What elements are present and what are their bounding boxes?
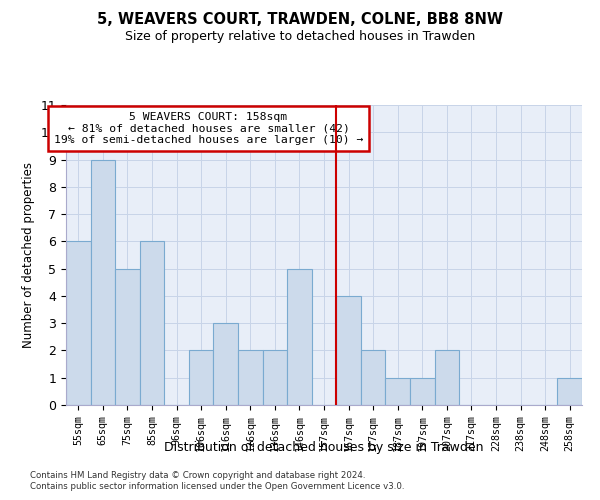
Bar (385, 378, 410, 405)
Bar (410, 378, 434, 405)
Text: Contains HM Land Registry data © Crown copyright and database right 2024.: Contains HM Land Registry data © Crown c… (30, 471, 365, 480)
Text: Distribution of detached houses by size in Trawden: Distribution of detached houses by size … (164, 441, 484, 454)
Text: 5, WEAVERS COURT, TRAWDEN, COLNE, BB8 8NW: 5, WEAVERS COURT, TRAWDEN, COLNE, BB8 8N… (97, 12, 503, 28)
Bar (434, 350, 459, 405)
Bar (238, 350, 263, 405)
Bar (115, 268, 140, 405)
Y-axis label: Number of detached properties: Number of detached properties (22, 162, 35, 348)
Bar (557, 378, 582, 405)
Bar (336, 296, 361, 405)
Bar (189, 350, 214, 405)
Bar (361, 350, 385, 405)
Bar (140, 242, 164, 405)
Bar (214, 323, 238, 405)
Bar (66, 242, 91, 405)
Text: 5 WEAVERS COURT: 158sqm
← 81% of detached houses are smaller (42)
19% of semi-de: 5 WEAVERS COURT: 158sqm ← 81% of detache… (54, 112, 363, 145)
Bar (91, 160, 115, 405)
Text: Contains public sector information licensed under the Open Government Licence v3: Contains public sector information licen… (30, 482, 404, 491)
Bar (263, 350, 287, 405)
Text: Size of property relative to detached houses in Trawden: Size of property relative to detached ho… (125, 30, 475, 43)
Bar (287, 268, 312, 405)
